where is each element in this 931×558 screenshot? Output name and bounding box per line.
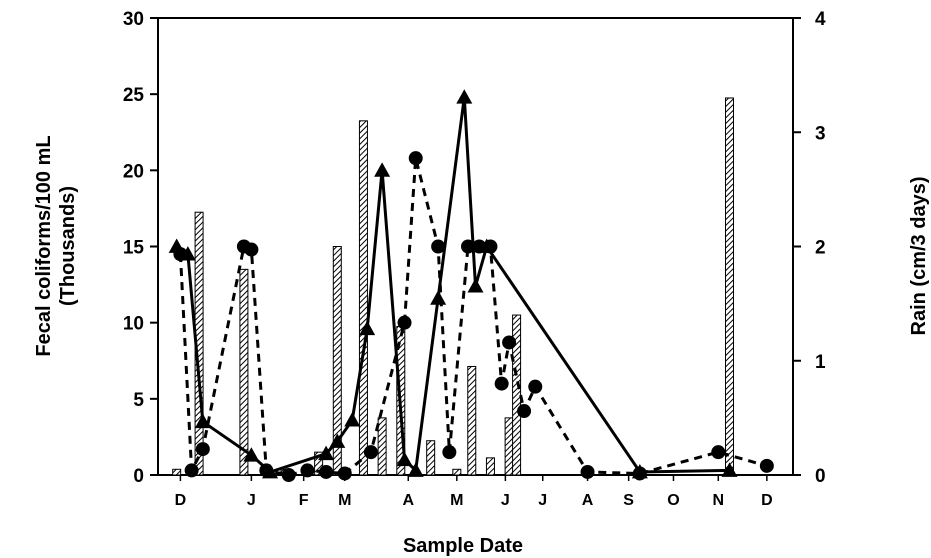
right-tick-label-2: 2 — [815, 238, 826, 259]
series-0-point-11 — [407, 462, 424, 477]
series-1-point-17 — [483, 239, 498, 254]
left-y-axis-title: Fecal coliforms/100 mL (Thousands) — [33, 135, 79, 356]
x-tick-label-8: A — [582, 492, 594, 509]
series-0-point-9 — [374, 162, 391, 177]
x-tick-label-9: S — [623, 492, 634, 509]
rain-bar-10 — [452, 468, 462, 476]
series-line-1 — [178, 156, 768, 477]
right-y-axis: 0 1 2 3 4 — [793, 9, 826, 487]
series-0-point-3 — [243, 447, 260, 462]
series-1-point-10 — [363, 445, 378, 460]
series-0-point-10 — [396, 451, 413, 467]
series-1-point-16 — [472, 239, 487, 254]
left-tick-label-0: 0 — [133, 466, 144, 487]
x-tick-label-12: D — [761, 492, 773, 509]
series-0-point-14 — [467, 278, 484, 293]
rain-bar-12 — [485, 457, 495, 476]
left-tick-label-6: 30 — [123, 9, 144, 30]
series-1-point-11 — [397, 315, 412, 330]
series-1-point-4 — [244, 242, 259, 257]
x-tick-label-0: D — [175, 492, 187, 509]
left-y-axis-title-line2: (Thousands) — [57, 186, 79, 306]
series-1-point-20 — [517, 404, 532, 419]
series-line-0 — [175, 95, 730, 474]
rain-bar-11 — [467, 365, 477, 476]
series-1-point-25 — [759, 458, 774, 473]
series-0-point-6 — [329, 433, 346, 448]
series-1-point-19 — [502, 335, 517, 350]
left-y-axis: 0 5 10 15 20 25 30 — [123, 9, 158, 487]
x-tick-label-7: J — [538, 492, 547, 509]
series-1-point-8 — [319, 464, 334, 479]
left-y-axis-title-line1: Fecal coliforms/100 mL — [33, 135, 55, 356]
rain-bar-2 — [239, 268, 249, 476]
series-0-point-17 — [721, 462, 738, 477]
series-lines — [175, 95, 768, 477]
series-1-point-5 — [259, 463, 274, 478]
x-tick-label-4: A — [402, 492, 414, 509]
series-1-point-21 — [528, 379, 543, 394]
series-1-point-15 — [461, 239, 476, 254]
right-tick-label-0: 0 — [815, 466, 826, 487]
rain-bar-15 — [725, 97, 734, 476]
series-1-point-0 — [173, 247, 188, 262]
series-1-point-2 — [195, 442, 210, 457]
series-1-point-24 — [711, 445, 726, 460]
x-tick-label-11: N — [713, 492, 725, 509]
rain-bar-14 — [512, 314, 522, 476]
right-tick-label-4: 4 — [815, 9, 826, 30]
rain-bar-7 — [377, 417, 387, 476]
series-0-point-7 — [344, 412, 361, 427]
left-tick-label-4: 20 — [123, 161, 144, 182]
series-0-point-5 — [318, 445, 335, 461]
rain-bar-6 — [358, 120, 368, 476]
series-1-point-9 — [337, 466, 352, 481]
x-tick-label-6: J — [501, 492, 510, 509]
series-1-point-12 — [408, 151, 423, 166]
series-1-point-6 — [281, 468, 296, 482]
rain-bar-13 — [504, 417, 514, 476]
x-tick-label-1: J — [247, 492, 256, 509]
series-1-point-23 — [632, 466, 647, 481]
rain-bar-9 — [426, 440, 436, 476]
series-1-point-13 — [431, 239, 446, 254]
x-tick-label-10: O — [667, 492, 679, 509]
series-0-point-13 — [456, 89, 473, 104]
left-tick-label-1: 5 — [133, 390, 144, 411]
rain-bar-4 — [314, 451, 324, 476]
rain-bar-5 — [332, 246, 342, 476]
right-y-axis-title: Rain (cm/3 days) — [908, 177, 930, 336]
left-tick-label-3: 15 — [123, 238, 145, 259]
series-0-point-12 — [430, 290, 447, 305]
right-tick-label-1: 1 — [815, 352, 826, 373]
x-tick-label-3: M — [338, 492, 351, 509]
left-tick-label-5: 25 — [123, 85, 145, 106]
rain-bar-0 — [172, 468, 182, 476]
series-1-point-14 — [442, 445, 457, 460]
series-1-point-7 — [300, 463, 315, 478]
series-1-point-22 — [580, 464, 595, 479]
series-0-point-2 — [194, 413, 211, 429]
left-tick-label-2: 10 — [123, 314, 144, 335]
series-markers — [168, 89, 774, 482]
x-tick-label-5: M — [450, 492, 463, 509]
series-0-point-8 — [359, 320, 376, 336]
series-1-point-1 — [184, 463, 199, 478]
right-tick-label-3: 3 — [815, 123, 826, 144]
x-axis-title: Sample Date — [403, 535, 523, 557]
series-1-point-18 — [494, 376, 509, 391]
x-tick-label-2: F — [299, 492, 309, 509]
